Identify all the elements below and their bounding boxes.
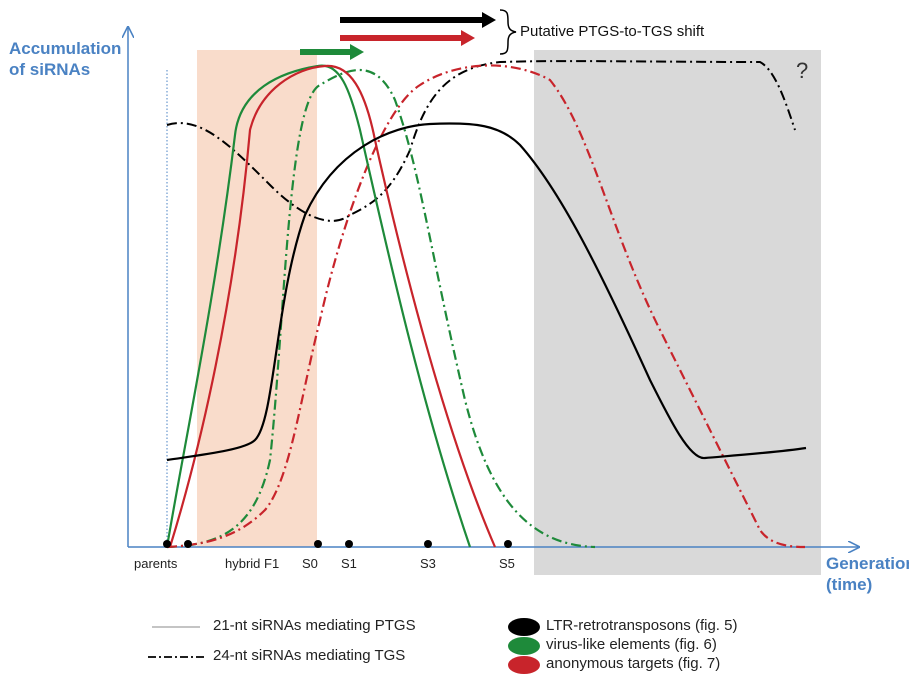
shift-arrow-red-head <box>461 30 475 46</box>
shift-label: Putative PTGS-to-TGS shift <box>520 23 705 40</box>
shift-arrow-green-head <box>350 44 364 60</box>
stage-dot-s1 <box>345 540 353 548</box>
legend-label-anonymous: anonymous targets (fig. 7) <box>546 655 721 672</box>
shift-arrow-black-head <box>482 12 496 28</box>
ltr-24nt-curve <box>166 60 796 222</box>
anonymous-24nt-curve <box>166 64 806 549</box>
stage-label-s3: S3 <box>420 556 436 571</box>
legend-label-virus: virus-like elements (fig. 6) <box>546 636 717 653</box>
stage-dot-hybrid <box>184 540 192 548</box>
stage-dot-s5 <box>504 540 512 548</box>
hybrid-f1-band <box>197 50 317 547</box>
y-axis-title-line-2: of siRNAs <box>9 60 91 79</box>
stage-label-hybrid-f1: hybrid F1 <box>225 556 279 571</box>
ltr-21nt-curve <box>166 122 807 462</box>
anonymous-21nt-curve <box>168 64 497 548</box>
stage-label-s0: S0 <box>302 556 318 571</box>
legend-label-21nt: 21-nt siRNAs mediating PTGS <box>213 617 416 634</box>
late-generation-band <box>534 50 821 575</box>
stage-label-s5: S5 <box>499 556 515 571</box>
stage-dot-parents <box>163 540 171 548</box>
legend-swatch-ltr <box>508 618 540 636</box>
shift-brace <box>499 9 517 55</box>
stage-dot-s0 <box>314 540 322 548</box>
stage-label-s1: S1 <box>341 556 357 571</box>
legend-swatch-anonymous <box>508 656 540 674</box>
virus-24nt-curve <box>166 69 596 549</box>
legend-label-24nt: 24-nt siRNAs mediating TGS <box>213 647 406 664</box>
x-axis-title-line-1: Generation <box>826 554 909 573</box>
unknown-question-mark: ? <box>796 58 809 83</box>
y-axis-title-line-1: Accumulation <box>9 39 122 58</box>
stage-dot-s3 <box>424 540 432 548</box>
y-axis-title: Accumulation of siRNAs <box>9 38 121 80</box>
stage-label-parents: parents <box>134 556 178 571</box>
x-axis-title: Generation (time) <box>826 553 909 595</box>
legend-swatch-virus <box>508 637 540 655</box>
x-axis-title-line-2: (time) <box>826 575 873 594</box>
legend-label-ltr: LTR-retrotransposons (fig. 5) <box>546 617 738 634</box>
